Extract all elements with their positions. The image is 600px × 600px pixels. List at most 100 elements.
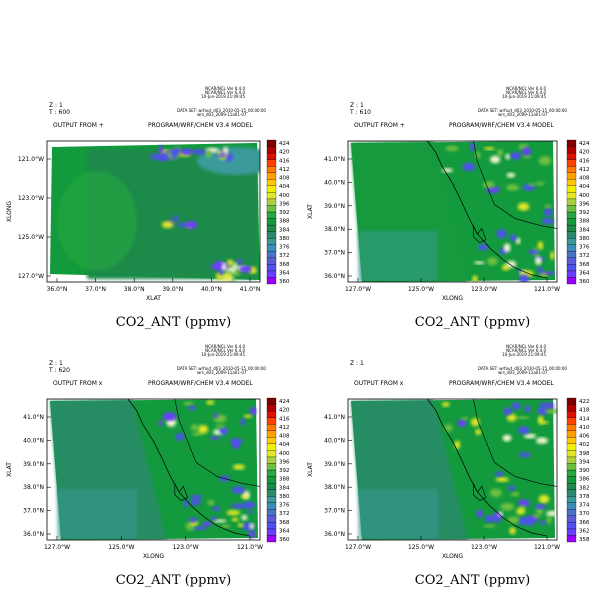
colorbar-label: 424	[279, 141, 290, 147]
hotspot	[535, 256, 542, 265]
colorbar-label: 408	[279, 176, 290, 182]
program-label: PROGRAM/WRF/CHEM V3.4 MODEL	[148, 122, 253, 129]
hotspot	[525, 404, 531, 413]
hotspot	[210, 516, 218, 520]
hotspot	[473, 261, 485, 265]
hotspot	[518, 426, 530, 435]
z-level: Z : 1	[350, 360, 364, 367]
panel-title: CO2_ANT (ppmv)	[415, 315, 530, 330]
colorbar-cell	[566, 166, 577, 173]
co2-field	[348, 399, 557, 540]
hotspot	[184, 221, 198, 229]
program-label: PROGRAM/WRF/CHEM V3.4 MODEL	[449, 122, 554, 129]
hotspot	[237, 258, 242, 265]
hotspot	[503, 407, 512, 416]
output-from: OUTPUT FROM x	[53, 380, 103, 387]
colorbar-cell	[266, 482, 277, 490]
colorbar-cell	[566, 476, 577, 484]
x-axis-label: XLONG	[442, 295, 463, 302]
time-step: T : 600	[48, 109, 70, 116]
hotspot	[545, 408, 557, 414]
y-tick-label: 123.0°W	[18, 195, 44, 202]
hotspot	[517, 202, 530, 211]
colorbar-cell	[266, 489, 277, 497]
colorbar-label: 360	[579, 279, 590, 285]
hotspot	[197, 425, 209, 434]
colorbar-label: 384	[279, 227, 290, 233]
colorbar-label: 358	[579, 537, 590, 543]
hotspot	[218, 269, 225, 276]
hotspot	[546, 516, 552, 524]
colorbar-label: 416	[279, 416, 290, 422]
colorbar-cell	[266, 198, 277, 206]
hotspot	[215, 154, 225, 158]
hotspot	[173, 215, 179, 223]
ocean-sw	[358, 231, 438, 281]
plot-frame	[46, 140, 261, 283]
hotspot	[223, 146, 229, 154]
ocean-sw	[57, 489, 137, 539]
colorbar-label: 400	[279, 193, 290, 199]
colorbar-label: 408	[579, 176, 590, 182]
colorbar-label: 424	[279, 399, 290, 405]
hotspot	[183, 401, 194, 406]
colorbar-label: 376	[579, 245, 590, 251]
z-level: Z : 1	[49, 102, 63, 109]
hotspot	[495, 519, 501, 524]
data-set-line2: wrs_d03_2009-11a01-07	[197, 370, 247, 375]
colorbar-label: 396	[279, 459, 290, 465]
hotspot	[161, 221, 174, 229]
hotspot	[545, 402, 555, 409]
colorbar-cell	[266, 244, 277, 252]
colorbar-cell	[266, 424, 277, 431]
hotspot	[538, 494, 550, 504]
hotspot	[477, 244, 488, 251]
y-tick-label: 41.0°N	[23, 414, 44, 421]
hotspot	[522, 147, 531, 156]
colorbar-cell	[266, 257, 277, 265]
hotspot	[248, 530, 256, 538]
colorbar-label: 364	[279, 528, 290, 534]
colorbar-label: 376	[279, 245, 290, 251]
colorbar-label: 414	[579, 416, 590, 422]
colorbar: 422 418 414 410 406 402 398 394 390 386 382 378 374 3…	[566, 397, 590, 543]
colorbar-cell	[266, 437, 277, 444]
colorbar-label: 396	[279, 201, 290, 207]
x-axis-label: XLONG	[442, 553, 463, 560]
data-set: DATA SET: wrfout_d03_2010-05-15_00:00:00	[478, 366, 567, 371]
colorbar-cell	[266, 522, 277, 530]
colorbar-label: 392	[579, 210, 590, 216]
run-date: 10-Jun-2019 21:09:45	[502, 94, 546, 99]
hotspot	[445, 145, 459, 152]
hotspot	[538, 156, 552, 166]
colorbar-cell	[566, 238, 577, 245]
colorbar-label: 420	[279, 150, 290, 156]
x-tick-label: 127.0°W	[345, 544, 371, 551]
colorbar-cell	[566, 424, 577, 431]
hotspot	[544, 204, 552, 209]
hotspot	[454, 440, 461, 449]
colorbar-cell	[566, 139, 577, 147]
hotspot	[225, 152, 234, 162]
hotspot	[534, 504, 547, 510]
colorbar-cell	[266, 218, 277, 226]
colorbar-label: 412	[579, 167, 590, 173]
colorbar-label: 360	[279, 537, 290, 543]
colorbar-cell	[566, 502, 577, 510]
colorbar-label: 380	[279, 494, 290, 500]
colorbar-label: 394	[579, 459, 590, 465]
colorbar-label: 412	[279, 167, 290, 173]
data-set: DATA SET: wrfout_d03_2010-05-15_00:00:00	[478, 108, 567, 113]
x-tick-label: 125.0°W	[408, 286, 434, 293]
data-set-line2: wrs_d03_2009-11a01-07	[498, 370, 548, 375]
run-date: 10-Jun-2019 21:09:45	[201, 352, 245, 357]
colorbar-cell	[266, 496, 277, 503]
hotspot	[537, 266, 543, 274]
y-axis-label: XLAT	[307, 204, 314, 219]
hotspot	[519, 274, 529, 282]
hotspot	[496, 229, 507, 239]
hotspot	[212, 506, 220, 511]
